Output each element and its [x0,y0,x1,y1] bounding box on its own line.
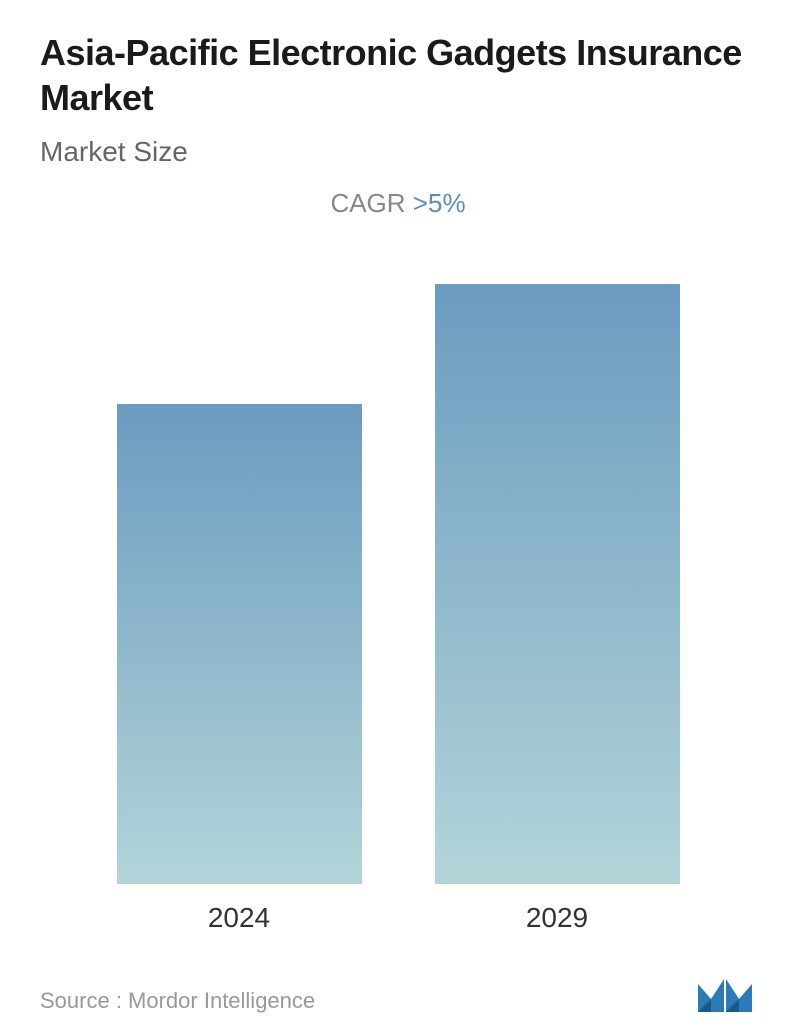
cagr-value: >5% [413,188,466,218]
bar-label-1: 2029 [526,902,588,934]
mordor-logo-icon [696,974,756,1014]
bar-group-0: 2024 [117,404,362,934]
cagr-label: CAGR [330,188,405,218]
bar-group-1: 2029 [435,284,680,934]
chart-subtitle: Market Size [40,136,756,168]
chart-title: Asia-Pacific Electronic Gadgets Insuranc… [40,30,756,120]
chart-container: Asia-Pacific Electronic Gadgets Insuranc… [0,0,796,1034]
cagr-row: CAGR >5% [40,188,756,219]
source-text: Source : Mordor Intelligence [40,988,315,1014]
bar-0 [117,404,362,884]
bar-1 [435,284,680,884]
chart-area: 2024 2029 [40,259,756,944]
footer: Source : Mordor Intelligence [40,954,756,1014]
bar-label-0: 2024 [208,902,270,934]
